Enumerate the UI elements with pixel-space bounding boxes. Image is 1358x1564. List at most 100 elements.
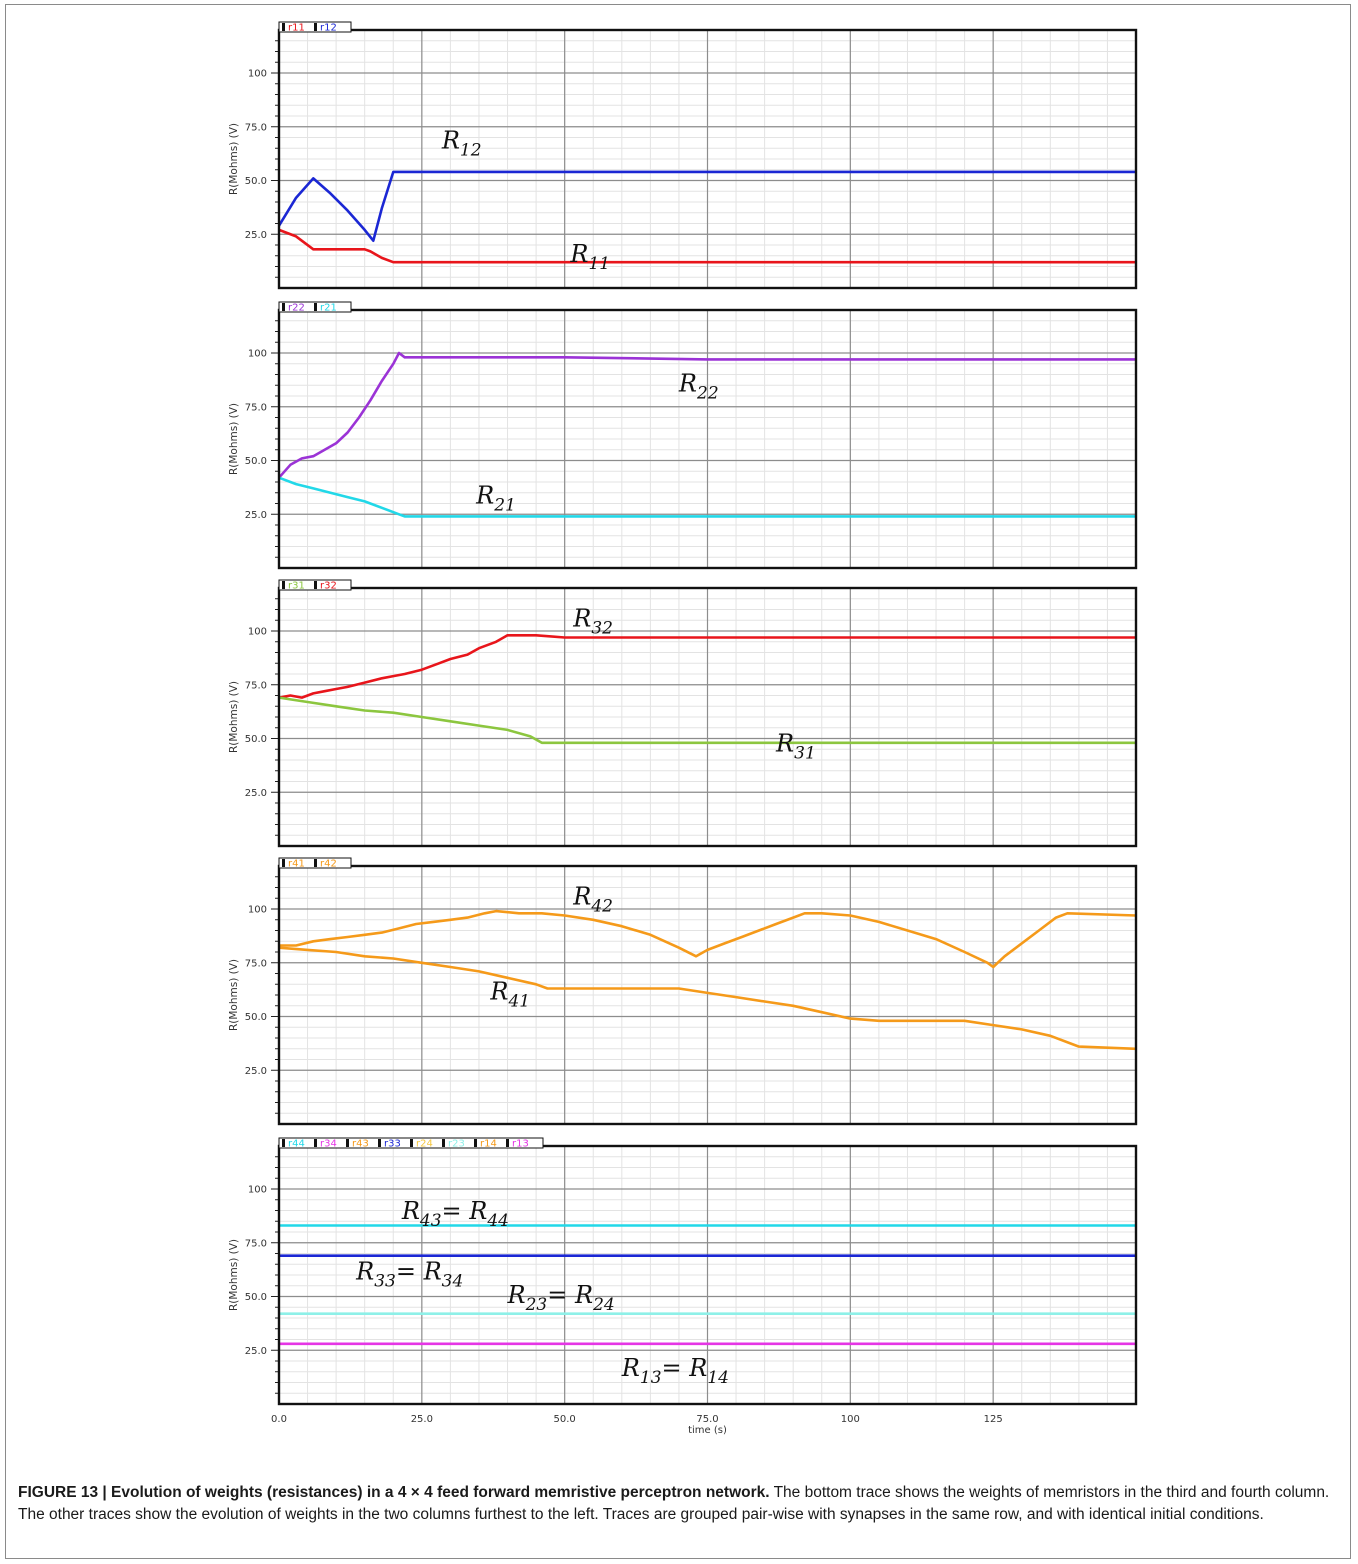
legend-marker <box>282 303 285 311</box>
curve-label-r32: R32 <box>572 605 613 639</box>
curve-label-r41: R41 <box>489 977 530 1011</box>
legend-marker <box>282 23 285 31</box>
legend-entry-r41: r41 <box>288 859 305 870</box>
curve-label-r42: R42 <box>572 883 613 917</box>
plot-border <box>277 28 1138 290</box>
curve-label-sub: 33 <box>374 1271 396 1291</box>
legend-entry-r21: r21 <box>320 303 337 314</box>
curve-label-sub: 31 <box>794 743 816 763</box>
y-tick-label: 75.0 <box>245 680 267 691</box>
series-line-r11 <box>278 228 1136 264</box>
legend: r44 r34 r43 r33 r24 r23 r14 r13 <box>278 1137 544 1150</box>
curve-label-sub: 42 <box>590 897 613 917</box>
curve-label-letter: R <box>621 1354 640 1382</box>
caption-body: The bottom trace shows the weights of me… <box>18 1484 1330 1523</box>
curve-label-letter: R <box>489 977 508 1005</box>
curve-label-letter: R <box>475 482 494 510</box>
curve-label-letter: R <box>678 370 697 398</box>
curve-label-sub: 12 <box>460 140 482 160</box>
legend-marker <box>378 1139 381 1147</box>
y-tick-label: 50.0 <box>245 456 267 467</box>
y-tick-label: 100 <box>248 349 267 360</box>
plot-border <box>277 308 1138 570</box>
legend-entry-r14: r14 <box>480 1139 497 1150</box>
plot-border <box>277 586 1138 848</box>
curve-label-eq: = R <box>662 1354 708 1382</box>
curve-label-sub2: 14 <box>707 1368 729 1388</box>
y-tick-label: 50.0 <box>245 1012 267 1023</box>
curve-label-sub: 23 <box>525 1295 548 1315</box>
legend-entry-r24: r24 <box>416 1139 433 1150</box>
y-axis-label: R(Mohms) (V) <box>228 1239 240 1311</box>
curve-label-sub2: 24 <box>592 1295 615 1315</box>
curve-label-letter: R <box>775 729 794 757</box>
y-tick-label: 50.0 <box>245 1292 267 1303</box>
legend-entry-r44: r44 <box>288 1139 305 1150</box>
legend-marker <box>506 1139 509 1147</box>
legend-entry-r32: r32 <box>320 581 337 592</box>
y-tick-label: 50.0 <box>245 734 267 745</box>
legend: r11 r12 <box>278 21 352 34</box>
curve-label-eq: = R <box>547 1281 593 1309</box>
curve-label-sub: 13 <box>640 1368 662 1388</box>
x-tick-label: 50.0 <box>554 1414 576 1425</box>
curve-label-letter: R <box>572 605 591 633</box>
curve-label-letter: R <box>569 240 588 268</box>
legend-entry-r12: r12 <box>320 23 337 34</box>
legend: r22 r21 <box>278 301 352 314</box>
curve-label-r11: R11 <box>569 240 610 274</box>
x-tick-label: 75.0 <box>696 1414 718 1425</box>
series-line-r21 <box>278 476 1136 518</box>
caption-title: FIGURE 13 | Evolution of weights (resist… <box>18 1484 770 1501</box>
y-tick-label: 25.0 <box>245 230 267 241</box>
legend-entry-r22: r22 <box>288 303 305 314</box>
legend-entry-r42: r42 <box>320 859 337 870</box>
curve-label-r21: R21 <box>475 482 516 516</box>
curve-label-letter: R <box>401 1197 420 1225</box>
curve-label-r23: R23= R24 <box>507 1281 615 1315</box>
curve-label-r13: R13= R14 <box>621 1354 729 1388</box>
legend-entry-r13: r13 <box>512 1139 529 1150</box>
legend-marker <box>314 23 317 31</box>
legend-marker <box>314 581 317 589</box>
y-axis-label: R(Mohms) (V) <box>228 123 240 195</box>
series-line-r32 <box>278 634 1136 699</box>
plot-border <box>277 1144 1138 1406</box>
y-tick-label: 75.0 <box>245 402 267 413</box>
legend-entry-r43: r43 <box>352 1139 369 1150</box>
x-tick-label: 100 <box>841 1414 860 1425</box>
curve-label-letter: R <box>441 126 460 154</box>
curve-label-eq: = R <box>396 1257 442 1285</box>
plot-border <box>277 864 1138 1126</box>
legend-entry-r31: r31 <box>288 581 305 592</box>
y-tick-label: 100 <box>248 69 267 80</box>
legend-marker <box>346 1139 349 1147</box>
curve-label-sub: 32 <box>591 619 613 639</box>
y-tick-label: 25.0 <box>245 1066 267 1077</box>
series-line-r22 <box>278 351 1136 479</box>
series-line-r42 <box>279 909 1137 969</box>
y-tick-label: 75.0 <box>245 122 267 133</box>
y-tick-label: 25.0 <box>245 1346 267 1357</box>
legend-marker <box>410 1139 413 1147</box>
series-line-r12 <box>277 170 1136 242</box>
curve-label-r33: R33= R34 <box>355 1257 463 1291</box>
legend-marker <box>474 1139 477 1147</box>
curve-label-letter: R <box>507 1281 526 1309</box>
y-tick-label: 50.0 <box>245 176 267 187</box>
legend-marker <box>314 1139 317 1147</box>
y-tick-label: 75.0 <box>245 958 267 969</box>
curve-label-letter: R <box>572 883 591 911</box>
x-tick-label: 125 <box>984 1414 1003 1425</box>
series-line-r31 <box>278 696 1136 745</box>
legend-marker <box>314 859 317 867</box>
curve-label-sub: 41 <box>507 991 530 1011</box>
curve-label-sub: 21 <box>493 496 516 516</box>
legend-entry-r23: r23 <box>448 1139 465 1150</box>
legend-marker <box>282 859 285 867</box>
y-tick-label: 100 <box>248 905 267 916</box>
